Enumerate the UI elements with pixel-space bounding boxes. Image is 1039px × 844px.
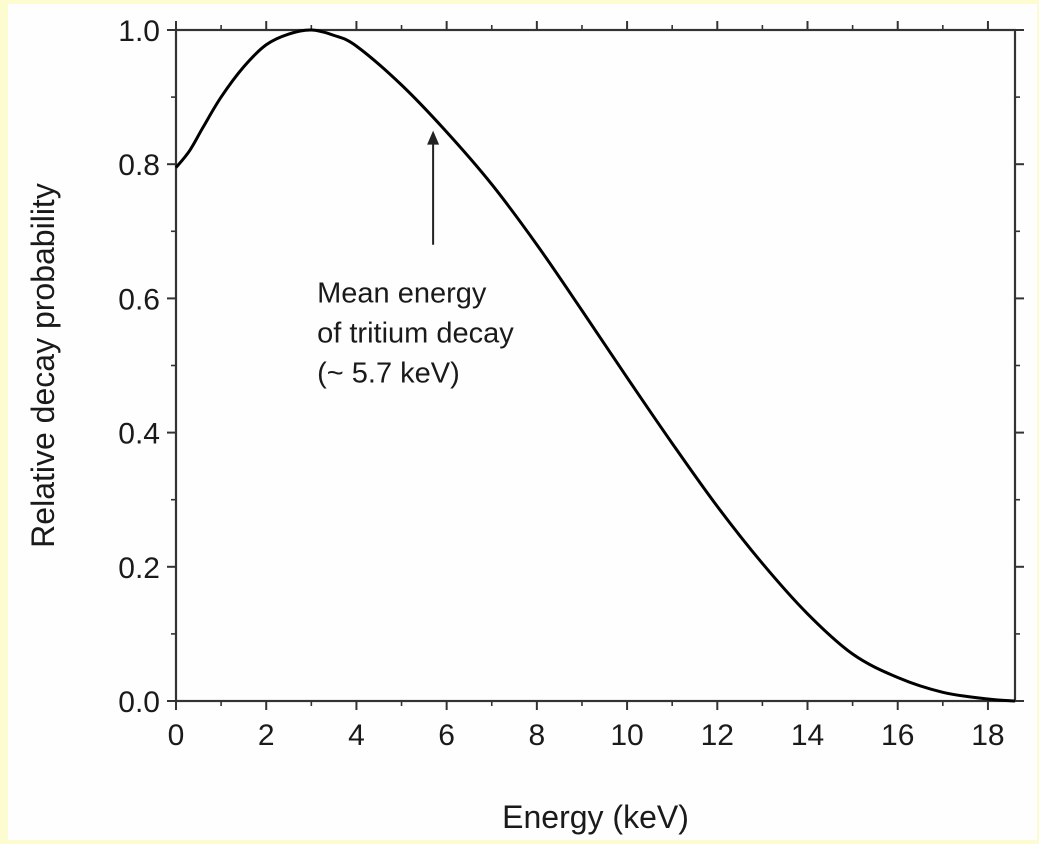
annotation-group: Mean energy of tritium decay (~ 5.7 keV) <box>317 130 514 390</box>
annotation-text-line: (~ 5.7 keV) <box>317 358 460 390</box>
y-tick-label: 0.2 <box>118 552 160 585</box>
x-tick-label: 8 <box>529 719 546 752</box>
y-tick-label: 0.0 <box>118 686 160 719</box>
x-tick-label: 18 <box>971 719 1004 752</box>
y-tick-label: 0.6 <box>118 283 160 316</box>
x-tick-label: 16 <box>881 719 914 752</box>
chart-plate: 0 2 4 6 8 10 12 14 16 18 0.0 0.2 0.4 0.6 0.8 1.0 Mean e… <box>8 4 1037 840</box>
decay-spectrum-chart: 0 2 4 6 8 10 12 14 16 18 0.0 0.2 0.4 0.6 0.8 1.0 Mean e… <box>25 15 1024 835</box>
tick-marks <box>167 21 1024 710</box>
x-tick-label: 14 <box>791 719 824 752</box>
y-axis-label: Relative decay probability <box>25 183 61 548</box>
spectrum-line <box>174 28 1016 703</box>
series-group <box>174 28 1016 703</box>
y-tick-label: 1.0 <box>118 15 160 48</box>
x-tick-label: 2 <box>258 719 275 752</box>
x-tick-label: 12 <box>701 719 734 752</box>
axes-frame <box>174 28 1017 703</box>
x-tick-label: 10 <box>610 719 643 752</box>
annotation-arrowhead <box>427 130 440 145</box>
x-tick-label: 6 <box>438 719 455 752</box>
y-tick-label: 0.8 <box>118 149 160 182</box>
plot-frame <box>174 28 1017 703</box>
x-tick-label: 4 <box>348 719 365 752</box>
x-tick-label: 0 <box>168 719 185 752</box>
y-tick-label: 0.4 <box>118 418 160 451</box>
tick-labels: 0 2 4 6 8 10 12 14 16 18 0.0 0.2 0.4 0.6 0.8 1.0 <box>118 15 1004 752</box>
annotation-text-line: Mean energy <box>317 278 487 310</box>
x-axis-label: Energy (keV) <box>502 799 689 835</box>
annotation-text-line: of tritium decay <box>317 318 514 350</box>
